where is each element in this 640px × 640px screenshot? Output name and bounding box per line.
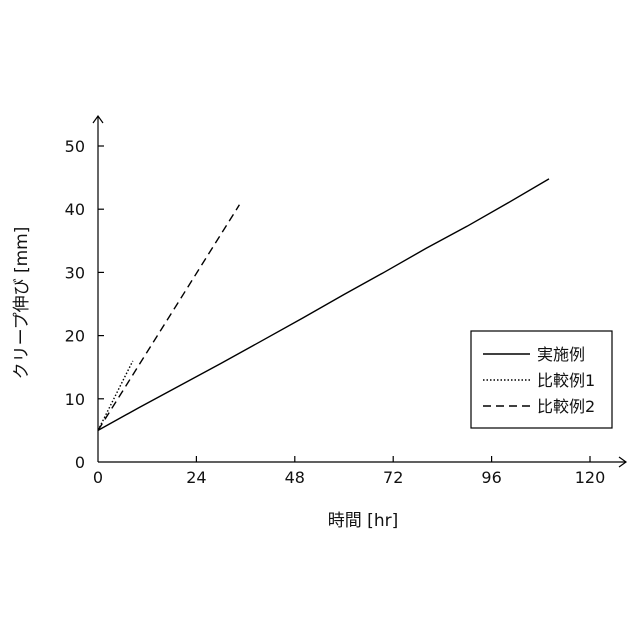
legend-label: 実施例 — [537, 345, 585, 364]
legend: 実施例比較例1 比較例2 — [471, 331, 612, 428]
x-tick-label: 120 — [575, 468, 606, 487]
x-ticks: 0 24 48 72 96 120 — [93, 456, 605, 487]
legend-label: 比較例2 — [537, 397, 595, 416]
x-tick-label: 96 — [481, 468, 501, 487]
series-line-3 — [98, 205, 239, 431]
y-tick-label: 10 — [65, 390, 85, 409]
x-tick-label: 72 — [383, 468, 403, 487]
x-tick-label: 48 — [285, 468, 305, 487]
y-tick-label: 30 — [65, 263, 85, 282]
legend-label: 比較例1 — [537, 371, 595, 390]
y-tick-label: 40 — [65, 200, 85, 219]
y-tick-label: 50 — [65, 137, 85, 156]
y-axis-title: クリープ伸び [mm] — [12, 227, 32, 380]
x-tick-label: 24 — [186, 468, 206, 487]
x-axis-title: 時間 [hr] — [328, 511, 398, 531]
y-tick-label: 0 — [75, 453, 85, 472]
x-tick-label: 0 — [93, 468, 103, 487]
y-tick-label: 20 — [65, 327, 85, 346]
